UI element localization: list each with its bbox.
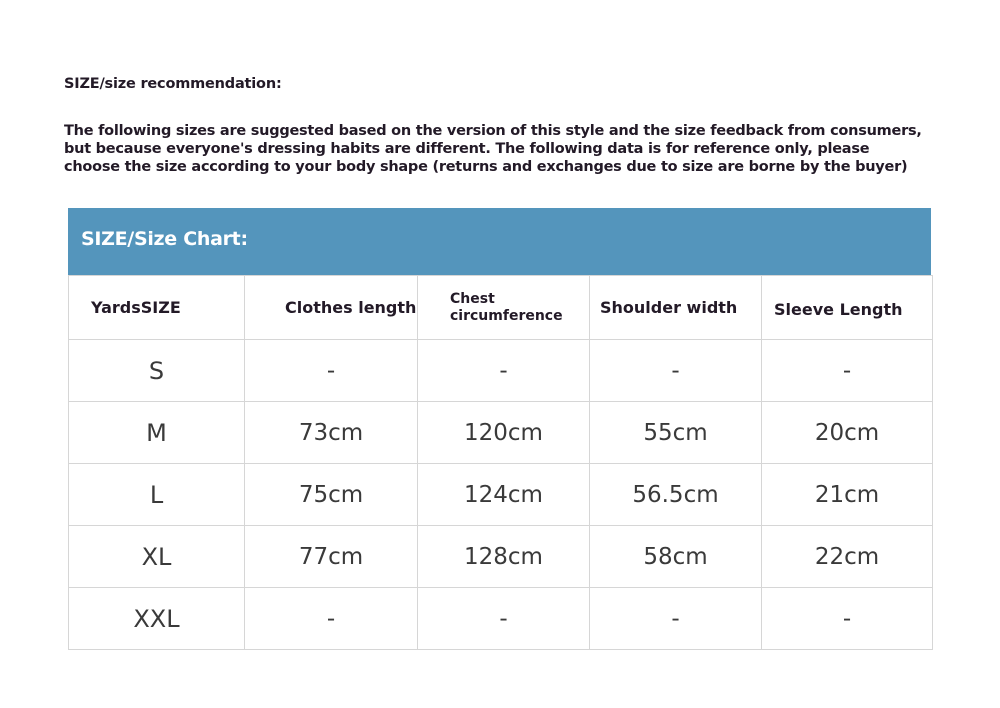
column-header: Clothes length [244,275,418,340]
measurement-cell: - [244,339,418,402]
measurement-cell: - [761,587,933,650]
table-row: M 73cm 120cm 55cm 20cm [68,401,933,464]
measurement-cell: 22cm [761,525,933,588]
measurement-cell: - [589,587,762,650]
measurement-cell: 128cm [417,525,590,588]
measurement-cell: - [417,339,590,402]
size-chart-table: YardsSIZE Clothes length Chest circumfer… [68,275,933,650]
measurement-cell: - [244,587,418,650]
measurement-cell: 120cm [417,401,590,464]
column-header: Shoulder width [589,275,762,340]
measurement-cell: - [589,339,762,402]
measurement-cell: 77cm [244,525,418,588]
measurement-cell: 55cm [589,401,762,464]
table-row: S---- [68,339,933,402]
size-cell: M [68,401,245,464]
section-title: SIZE/size recommendation: [64,76,282,92]
size-chart-title: SIZE/Size Chart: [81,228,248,250]
table-row: XXL - - - - [68,587,933,650]
column-header: Sleeve Length [761,275,933,340]
measurement-cell: 20cm [761,401,933,464]
column-header: Chest circumference [417,275,590,340]
column-header: YardsSIZE [68,275,245,340]
measurement-cell: - [417,587,590,650]
measurement-cell: 58cm [589,525,762,588]
table-header-row: YardsSIZE Clothes length Chest circumfer… [68,275,933,340]
measurement-cell: 75cm [244,463,418,526]
measurement-cell: 56.5cm [589,463,762,526]
table-row: XL 77cm 128cm 58cm 22cm [68,525,933,588]
size-cell: XL [68,525,245,588]
size-cell: L [68,463,245,526]
size-cell: XXL [68,587,245,650]
size-chart-header: SIZE/Size Chart: [68,208,931,275]
measurement-cell: - [761,339,933,402]
table-row: L 75cm 124cm 56.5cm 21cm [68,463,933,526]
measurement-cell: 73cm [244,401,418,464]
size-cell: S [68,339,245,402]
measurement-cell: 124cm [417,463,590,526]
intro-text: The following sizes are suggested based … [64,123,922,175]
measurement-cell: 21cm [761,463,933,526]
